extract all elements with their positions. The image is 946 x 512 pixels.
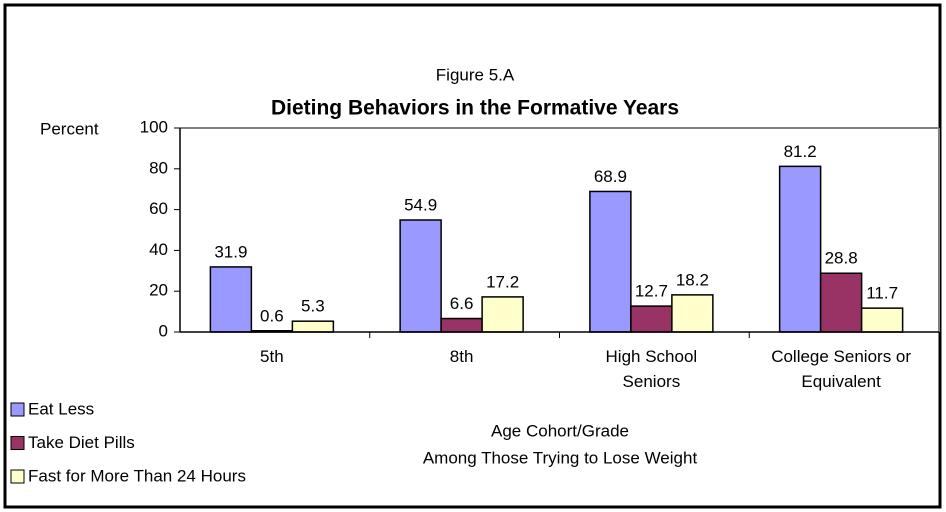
bar	[860, 307, 904, 333]
bar	[630, 305, 673, 333]
bar	[778, 165, 822, 333]
x-tick-label: 5th	[260, 347, 284, 366]
y-axis-label: Percent	[40, 119, 99, 138]
value-label: 54.9	[404, 195, 437, 214]
y-tick-label: 80	[149, 158, 168, 177]
bar	[440, 317, 483, 333]
value-label: 0.6	[260, 306, 284, 325]
legend-label: Fast for More Than 24 Hours	[28, 466, 246, 485]
value-label: 81.2	[784, 142, 817, 161]
bar	[819, 272, 863, 333]
legend-label: Take Diet Pills	[28, 433, 135, 452]
x-axis-label: Age Cohort/Grade	[491, 421, 629, 440]
value-label: 68.9	[594, 167, 627, 186]
value-label: 5.3	[301, 297, 325, 316]
value-label: 11.7	[866, 284, 898, 303]
bar	[291, 320, 335, 333]
legend-swatch	[10, 402, 25, 417]
value-label: 18.2	[676, 270, 709, 289]
value-label: 17.2	[486, 272, 519, 291]
value-label: 28.8	[825, 249, 858, 268]
chart-supertitle: Figure 5.A	[436, 65, 515, 84]
value-label: 31.9	[214, 242, 247, 261]
y-tick-label: 60	[149, 199, 168, 218]
bar	[209, 266, 253, 333]
bar	[399, 219, 442, 333]
legend-swatch	[10, 436, 25, 450]
y-tick-label: 20	[149, 281, 168, 300]
y-tick-label: 100	[140, 117, 168, 136]
bar	[671, 294, 714, 333]
legend-swatch	[10, 469, 25, 484]
x-axis-label: Among Those Trying to Lose Weight	[423, 448, 698, 467]
x-tick-label: 8th	[449, 347, 474, 366]
value-label: 6.6	[450, 294, 474, 313]
legend-label: Eat Less	[28, 399, 94, 418]
x-tick-label: High School Seniors	[605, 347, 698, 391]
chart-title: Dieting Behaviors in the Formative Years	[271, 97, 679, 120]
y-tick-label: 0	[159, 321, 168, 340]
bar	[481, 296, 524, 333]
y-tick-label: 40	[149, 240, 168, 259]
bar	[589, 190, 632, 333]
value-label: 12.7	[635, 282, 668, 301]
x-tick-label: College Seniors or Equivalent	[771, 347, 912, 391]
